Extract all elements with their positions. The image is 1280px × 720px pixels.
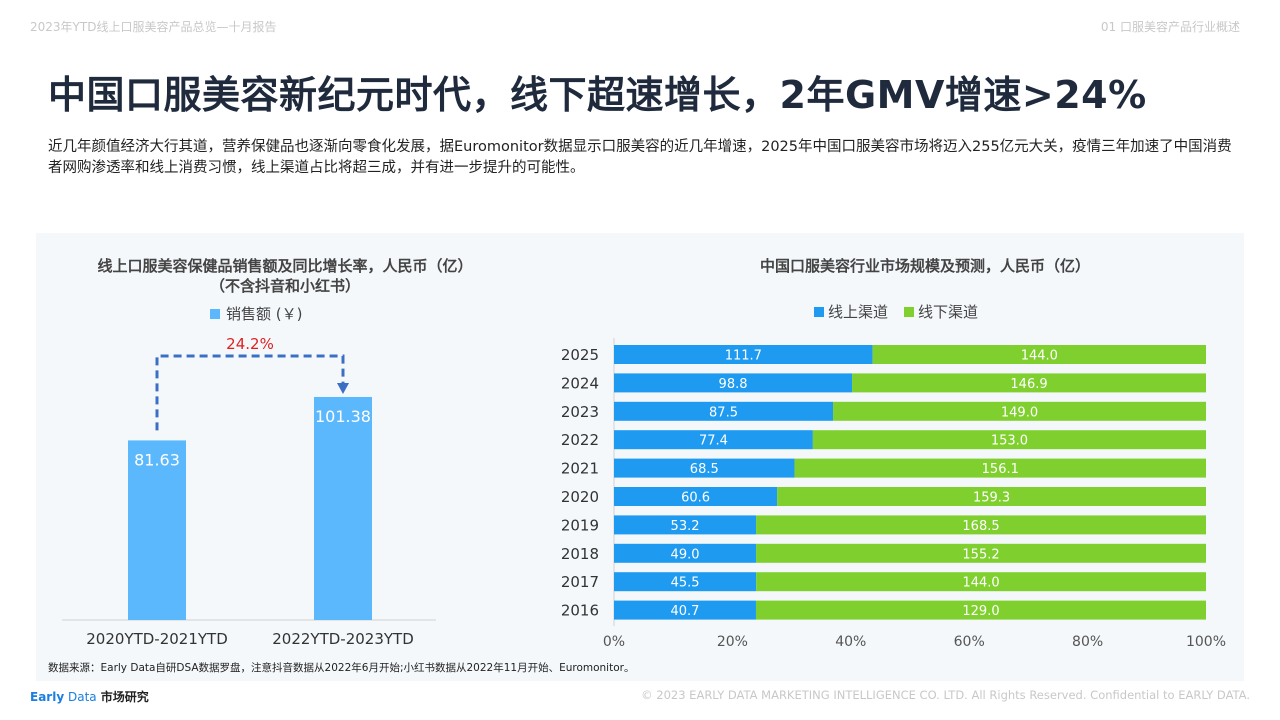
x-tick-label-1: 2022YTD-2023YTD bbox=[272, 630, 414, 648]
label-online-2019: 53.2 bbox=[671, 519, 700, 534]
section-header: 01 口服美容产品行业概述 bbox=[1100, 20, 1240, 34]
bar-sales-0 bbox=[128, 440, 186, 620]
bar-sales-1 bbox=[314, 396, 372, 620]
label-online-2021: 68.5 bbox=[690, 462, 719, 477]
label-online-2023: 87.5 bbox=[709, 405, 738, 420]
label-online-2024: 98.8 bbox=[719, 377, 748, 392]
legend-swatch-online bbox=[814, 306, 824, 317]
bar-offline-2018 bbox=[756, 543, 1206, 563]
y-tick-label-2024: 2024 bbox=[561, 374, 599, 392]
logo-part-early: Early bbox=[30, 690, 65, 704]
legend-label-sales: 销售额 (￥) bbox=[226, 305, 303, 323]
bar-offline-2024 bbox=[852, 373, 1206, 393]
bar-online-2019 bbox=[614, 515, 757, 535]
label-online-2020: 60.6 bbox=[681, 491, 710, 506]
label-offline-2024: 146.9 bbox=[1010, 377, 1047, 392]
bar-online-2017 bbox=[614, 572, 757, 592]
label-online-2017: 45.5 bbox=[671, 576, 700, 591]
label-offline-2022: 153.0 bbox=[991, 434, 1028, 449]
x-axis-tick-5: 100% bbox=[1186, 634, 1226, 650]
y-tick-label-2020: 2020 bbox=[561, 488, 599, 506]
page-description: 近几年颜值经济大行其道，营养保健品也逐渐向零食化发展，据Euromonitor数… bbox=[48, 139, 1232, 176]
legend-label-offline: 线下渠道 bbox=[918, 303, 979, 321]
x-axis-tick-2: 40% bbox=[835, 634, 866, 650]
label-online-2025: 111.7 bbox=[725, 349, 762, 364]
bar-value-label-0: 81.63 bbox=[134, 450, 180, 469]
bar-offline-2020 bbox=[777, 487, 1206, 506]
bar-offline-2023 bbox=[833, 401, 1206, 421]
bar-online-2023 bbox=[614, 401, 834, 421]
data-source-note: 数据来源：Early Data自研DSA数据罗盘，注意抖音数据从2022年6月开… bbox=[48, 662, 635, 674]
growth-rate-label: 24.2% bbox=[226, 335, 274, 353]
y-tick-label-2016: 2016 bbox=[561, 602, 599, 620]
bar-offline-2022 bbox=[812, 430, 1206, 450]
bar-online-2016 bbox=[614, 600, 756, 620]
label-offline-2016: 129.0 bbox=[962, 604, 999, 619]
label-online-2016: 40.7 bbox=[671, 604, 700, 619]
page-title: 中国口服美容新纪元时代，线下超速增长，2年GMV增速>24% bbox=[48, 73, 1147, 117]
left-chart-title: 线上口服美容保健品销售额及同比增长率，人民币（亿） （不含抖音和小红书） bbox=[60, 256, 510, 296]
y-tick-label-2022: 2022 bbox=[561, 431, 599, 449]
x-axis-tick-4: 80% bbox=[1072, 634, 1103, 650]
brand-logo: Early Data 市场研究 bbox=[30, 688, 149, 705]
report-header-title: 2023年YTD线上口服美容产品总览—十月报告 bbox=[30, 20, 277, 34]
y-tick-label-2019: 2019 bbox=[561, 516, 599, 534]
label-offline-2020: 159.3 bbox=[973, 491, 1010, 506]
y-tick-label-2025: 2025 bbox=[561, 346, 599, 364]
bar-online-2021 bbox=[614, 458, 795, 478]
bar-online-2024 bbox=[614, 373, 853, 393]
label-online-2022: 77.4 bbox=[699, 434, 728, 449]
bar-online-2022 bbox=[614, 430, 813, 450]
x-tick-label-0: 2020YTD-2021YTD bbox=[86, 630, 228, 648]
legend-swatch-sales bbox=[210, 308, 220, 319]
left-chart-title-line1: 线上口服美容保健品销售额及同比增长率，人民币（亿） bbox=[97, 257, 473, 275]
label-offline-2017: 144.0 bbox=[962, 576, 999, 591]
label-offline-2018: 155.2 bbox=[962, 547, 999, 562]
logo-part-data: Data bbox=[64, 690, 97, 704]
bar-online-2018 bbox=[614, 543, 757, 563]
growth-arrow-head bbox=[337, 382, 349, 394]
x-axis-tick-1: 20% bbox=[717, 634, 748, 650]
bar-online-2025 bbox=[614, 345, 873, 364]
x-axis-tick-3: 60% bbox=[954, 634, 985, 650]
logo-part-research: 市场研究 bbox=[96, 690, 149, 704]
bar-value-label-1: 101.38 bbox=[315, 407, 371, 426]
legend-swatch-offline bbox=[904, 306, 915, 317]
y-tick-label-2021: 2021 bbox=[561, 460, 599, 478]
bar-offline-2016 bbox=[755, 600, 1206, 620]
right-chart-title: 中国口服美容行业市场规模及预测，人民币（亿） bbox=[759, 257, 1090, 275]
copyright-notice: © 2023 EARLY DATA MARKETING INTELLIGENCE… bbox=[641, 688, 1250, 702]
right-chart-legend: 线上渠道 线下渠道 bbox=[814, 301, 978, 322]
growth-arrow-path bbox=[155, 354, 345, 431]
label-online-2018: 49.0 bbox=[671, 547, 700, 562]
y-tick-label-2023: 2023 bbox=[561, 403, 599, 421]
label-offline-2023: 149.0 bbox=[1001, 405, 1038, 420]
label-offline-2019: 168.5 bbox=[962, 519, 999, 534]
bar-offline-2021 bbox=[794, 458, 1206, 478]
bar-offline-2019 bbox=[756, 515, 1206, 535]
y-tick-label-2018: 2018 bbox=[561, 545, 599, 563]
left-chart-title-line2: （不含抖音和小红书） bbox=[209, 277, 360, 295]
bar-online-2020 bbox=[614, 487, 778, 506]
x-axis-tick-0: 0% bbox=[603, 634, 625, 650]
label-offline-2025: 144.0 bbox=[1021, 349, 1058, 364]
y-tick-label-2017: 2017 bbox=[561, 573, 599, 591]
bar-offline-2017 bbox=[756, 572, 1206, 592]
label-offline-2021: 156.1 bbox=[982, 462, 1019, 477]
left-chart-legend: 销售额 (￥) bbox=[210, 303, 302, 324]
legend-label-online: 线上渠道 bbox=[828, 303, 889, 321]
bar-offline-2025 bbox=[872, 345, 1206, 364]
